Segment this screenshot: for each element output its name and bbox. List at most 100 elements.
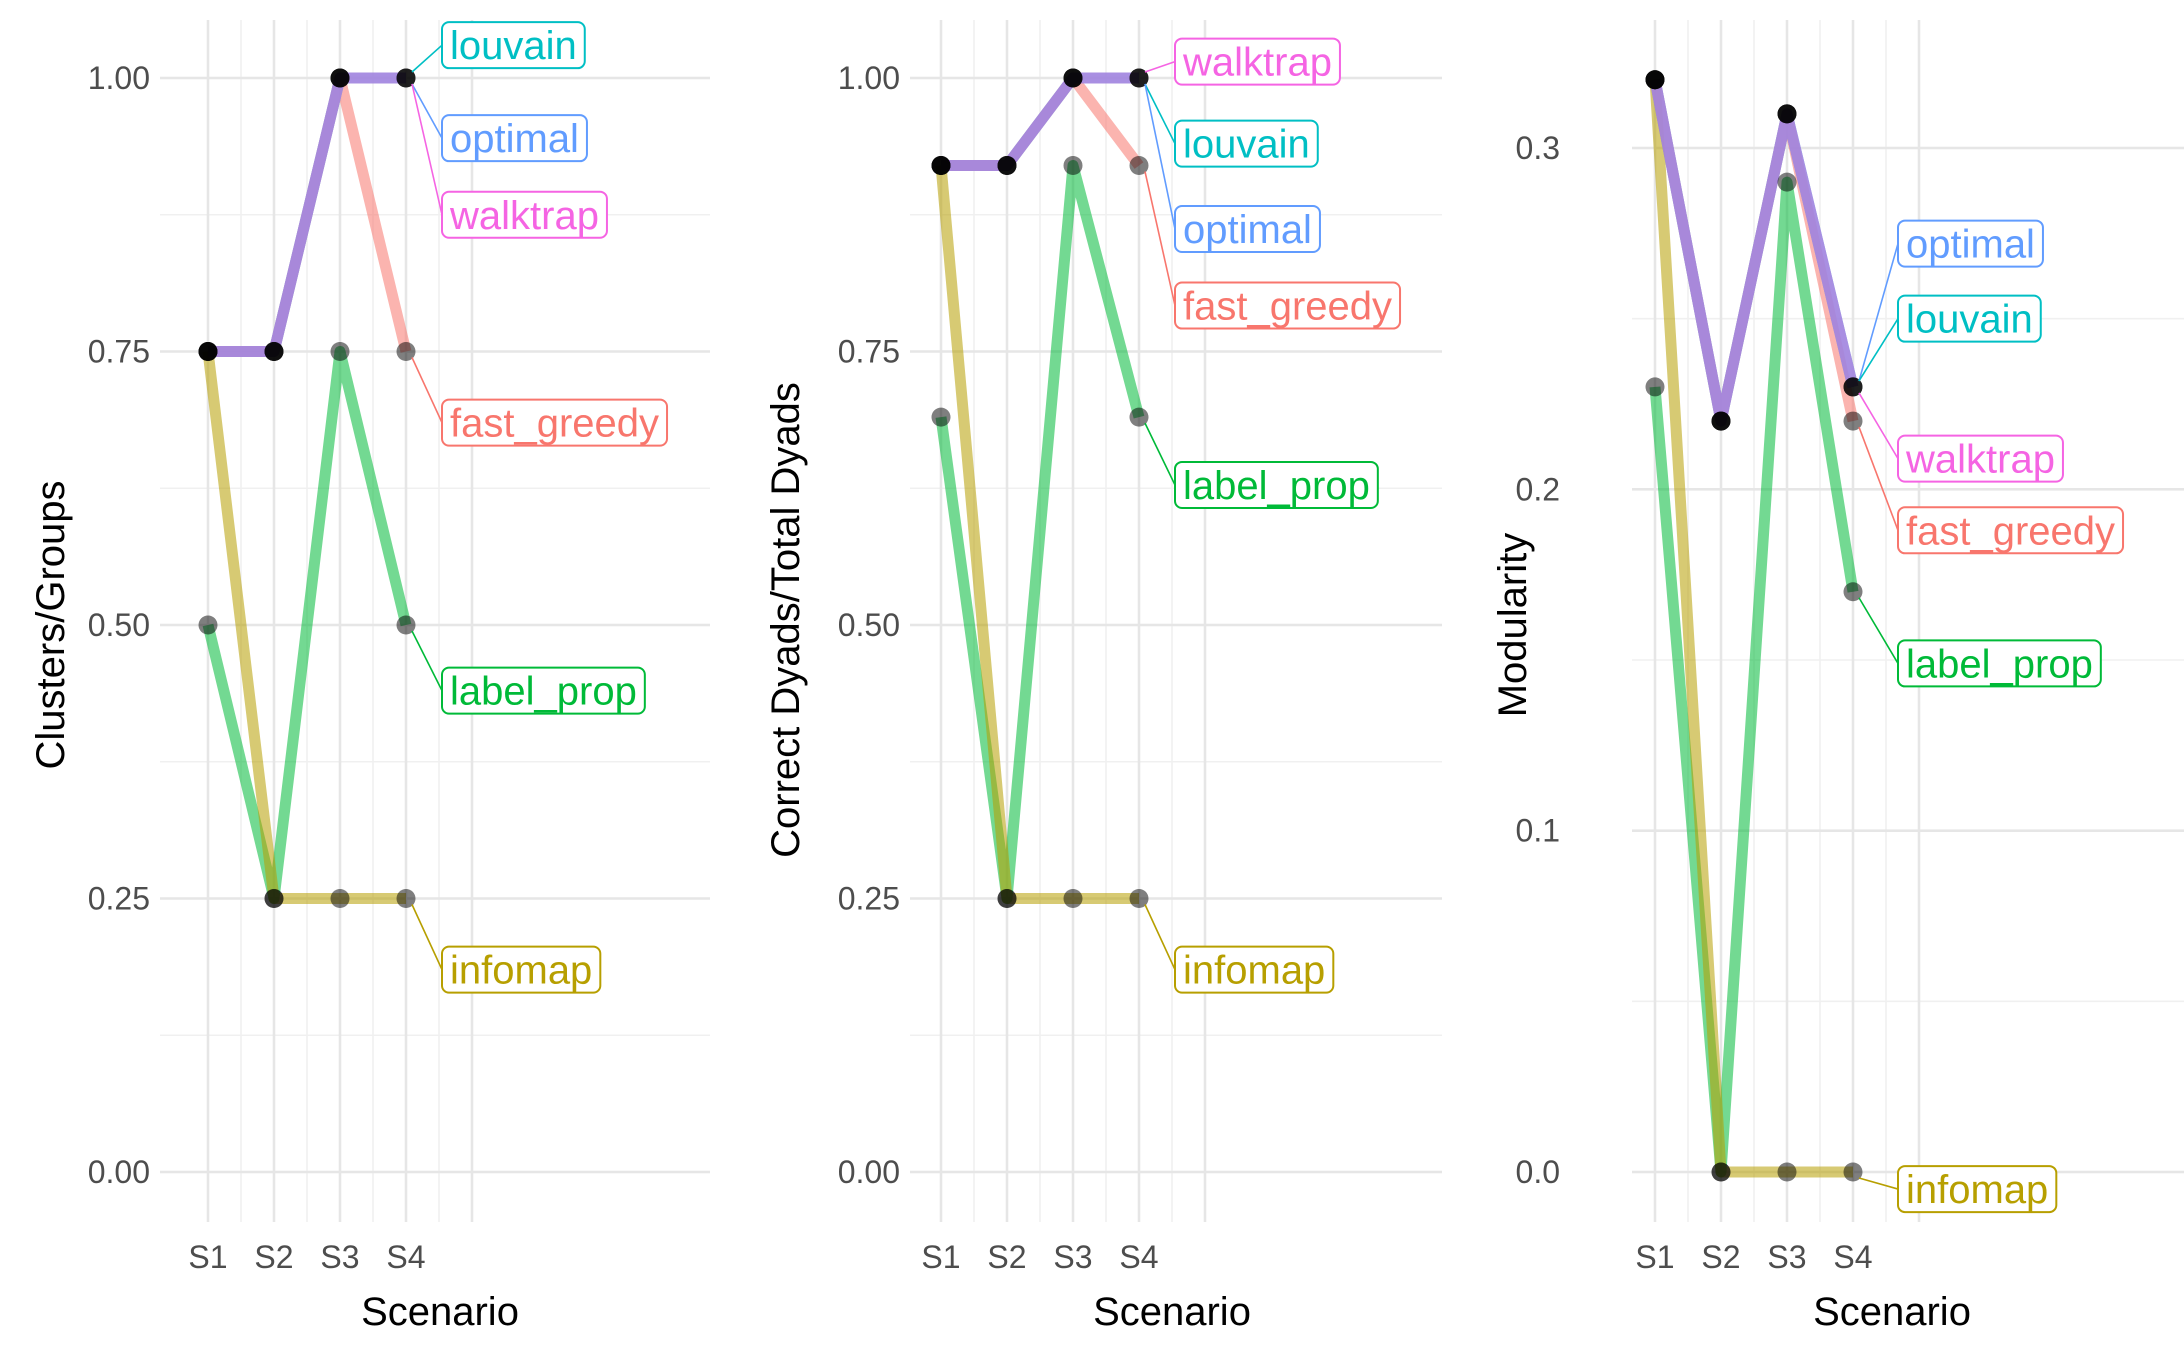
data-point-label_prop bbox=[1843, 582, 1863, 602]
y-tick-label: 0.50 bbox=[88, 607, 150, 643]
data-point-infomap bbox=[1843, 1162, 1863, 1182]
series-label-infomap: infomap bbox=[1906, 1168, 2048, 1212]
label-connector-label_prop bbox=[1858, 597, 1899, 664]
series-line-label_prop bbox=[1649, 176, 1859, 1178]
label-box-label_prop bbox=[441, 666, 646, 715]
series-label-walktrap: walktrap bbox=[449, 194, 599, 238]
y-tick-label: 0.50 bbox=[838, 607, 900, 643]
series-label-optimal: optimal bbox=[450, 117, 579, 161]
data-point-infomap bbox=[1777, 1162, 1797, 1182]
data-point-infomap bbox=[1711, 1162, 1731, 1182]
label-box-infomap bbox=[1897, 1165, 2058, 1214]
series-line-label_prop bbox=[202, 346, 412, 904]
label-box-louvain bbox=[1174, 119, 1319, 168]
y-tick-label: 0.25 bbox=[88, 881, 150, 917]
series-label-walktrap: walktrap bbox=[1182, 41, 1332, 85]
label-box-louvain bbox=[441, 21, 586, 70]
data-point-label_prop bbox=[330, 342, 350, 361]
series-label-louvain: louvain bbox=[450, 24, 577, 68]
data-point-label_prop bbox=[1645, 377, 1665, 397]
data-point-label_prop bbox=[1063, 156, 1083, 176]
y-axis-title: Clusters/Groups bbox=[29, 481, 73, 770]
series-label-label_prop: label_prop bbox=[450, 670, 637, 714]
x-tick-label: S3 bbox=[320, 1239, 359, 1275]
label-connector-optimal bbox=[411, 83, 443, 139]
label-connector-infomap bbox=[1144, 904, 1176, 970]
label-box-walktrap bbox=[1174, 37, 1341, 86]
y-tick-label: 1.00 bbox=[838, 60, 900, 96]
label-connector-infomap bbox=[411, 904, 443, 970]
series-line-infomap bbox=[1649, 79, 1853, 1178]
y-axis-title: Modularity bbox=[1491, 533, 1535, 718]
panel-1: 0.00 0.25 0.50 0.75 1.00 S1 S2 S3 S4 Scenario Clus… bbox=[29, 20, 710, 1334]
x-tick-label: S4 bbox=[1833, 1239, 1872, 1275]
data-point-infomap bbox=[264, 889, 284, 908]
data-point-label_prop bbox=[396, 615, 416, 635]
data-point-infomap bbox=[1129, 889, 1149, 908]
label-connector-label_prop bbox=[411, 630, 443, 691]
label-box-infomap bbox=[1174, 945, 1335, 994]
series-label-infomap: infomap bbox=[450, 949, 592, 993]
label-box-label_prop bbox=[1897, 639, 2102, 688]
data-point-label_prop bbox=[931, 407, 951, 427]
y-axis-title: Correct Dyads/Total Dyads bbox=[764, 382, 808, 858]
label-connector-walktrap bbox=[1144, 60, 1176, 73]
label-connector-walktrap bbox=[1858, 392, 1899, 460]
label-connector-fast_greedy bbox=[1144, 171, 1176, 306]
y-tick-label: 0.75 bbox=[88, 334, 150, 370]
x-axis-title: Scenario bbox=[1813, 1290, 1971, 1334]
series-label-optimal: optimal bbox=[1183, 208, 1312, 252]
series-line-label_prop bbox=[935, 160, 1145, 904]
series-label-label_prop: label_prop bbox=[1906, 642, 2093, 686]
series-label-louvain: louvain bbox=[1183, 123, 1310, 167]
data-point-walktrap bbox=[1711, 411, 1731, 431]
y-tick-label: 0.00 bbox=[88, 1154, 150, 1190]
label-connector-infomap bbox=[1858, 1177, 1899, 1190]
label-connector-louvain bbox=[411, 44, 443, 73]
x-tick-label: S1 bbox=[1635, 1239, 1674, 1275]
data-point-infomap bbox=[997, 889, 1017, 908]
data-point-label_prop bbox=[1129, 407, 1149, 427]
series-line-walktrap bbox=[941, 72, 1139, 172]
x-tick-label: S1 bbox=[921, 1239, 960, 1275]
y-tick-label: 0.3 bbox=[1516, 130, 1560, 166]
data-point-infomap bbox=[1063, 889, 1083, 908]
series-line-infomap bbox=[935, 165, 1139, 904]
data-point-walktrap bbox=[198, 342, 218, 361]
y-tick-label: 0.1 bbox=[1516, 813, 1560, 849]
y-tick-label: 0.25 bbox=[838, 881, 900, 917]
series-label-fast_greedy: fast_greedy bbox=[450, 402, 659, 446]
x-tick-label: S2 bbox=[1701, 1239, 1740, 1275]
series-line-infomap bbox=[202, 350, 406, 904]
label-connector-louvain bbox=[1144, 83, 1176, 144]
label-connector-label_prop bbox=[1144, 422, 1176, 486]
label-connector-fast_greedy bbox=[411, 357, 443, 423]
label-box-walktrap bbox=[441, 190, 608, 239]
series-line-walktrap bbox=[1649, 78, 1859, 427]
data-point-walktrap bbox=[1129, 68, 1149, 88]
series-label-louvain: louvain bbox=[1906, 298, 2033, 342]
data-point-fast_greedy bbox=[396, 342, 416, 361]
data-point-label_prop bbox=[198, 615, 218, 635]
data-point-infomap bbox=[396, 889, 416, 908]
data-point-walktrap bbox=[1777, 104, 1797, 124]
data-point-infomap bbox=[330, 889, 350, 908]
data-point-walktrap bbox=[1063, 68, 1083, 88]
x-tick-label: S4 bbox=[1119, 1239, 1158, 1275]
data-point-walktrap bbox=[997, 156, 1017, 176]
data-point-label_prop bbox=[1777, 172, 1797, 192]
y-tick-label: 0.75 bbox=[838, 334, 900, 370]
label-connector-fast_greedy bbox=[1858, 426, 1899, 531]
label-box-fast_greedy bbox=[1174, 281, 1402, 330]
series-label-label_prop: label_prop bbox=[1183, 464, 1370, 508]
label-box-optimal bbox=[1174, 204, 1321, 253]
data-point-fast_greedy bbox=[1843, 411, 1863, 431]
label-box-walktrap bbox=[1897, 434, 2064, 483]
y-tick-label: 0.00 bbox=[838, 1154, 900, 1190]
data-point-walktrap bbox=[264, 342, 284, 361]
x-axis-title: Scenario bbox=[1093, 1290, 1251, 1334]
label-box-fast_greedy bbox=[441, 398, 669, 447]
data-point-walktrap bbox=[1843, 377, 1863, 397]
x-tick-label: S2 bbox=[254, 1239, 293, 1275]
